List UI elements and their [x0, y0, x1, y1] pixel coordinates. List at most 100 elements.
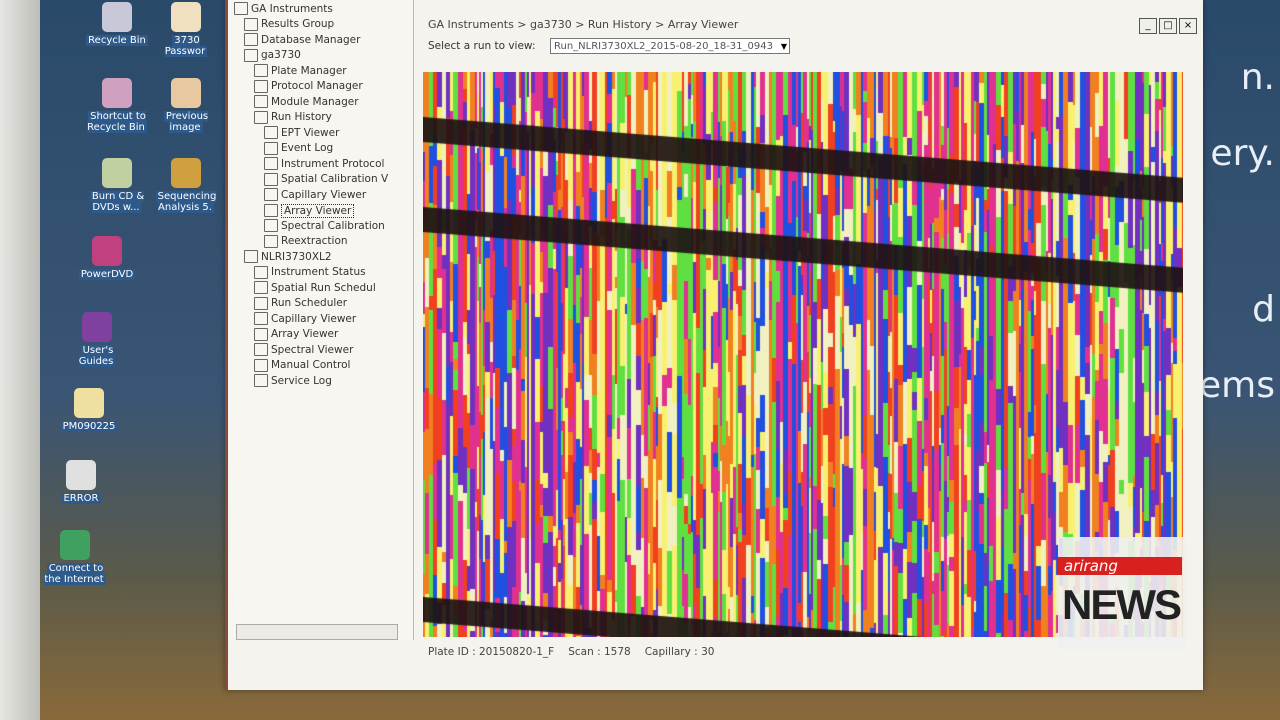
desktop-icon-image	[171, 158, 201, 188]
desktop-icon-label: Recycle Bin	[86, 35, 148, 46]
tree-item-label: Module Manager	[271, 95, 359, 108]
desktop-icon-image	[92, 236, 122, 266]
close-button[interactable]: ×	[1179, 18, 1197, 34]
chevron-down-icon: ▼	[780, 42, 787, 51]
wallpaper-text-3: d	[1252, 289, 1275, 330]
tree-node-icon	[254, 296, 268, 310]
tree-item[interactable]: Module Manager	[254, 95, 359, 108]
run-select-value: Run_NLRI3730XL2_2015-08-20_18-31_0943	[554, 41, 773, 52]
wallpaper-text: n. ery. d ems	[1199, 60, 1275, 444]
maximize-button[interactable]: □	[1159, 18, 1177, 34]
scan-label: Scan :	[568, 646, 601, 658]
tree-item[interactable]: Spatial Run Schedul	[254, 281, 376, 294]
tree-item[interactable]: NLRI3730XL2	[244, 250, 332, 263]
tree-item-label: Results Group	[261, 18, 335, 30]
desktop-icon[interactable]: PM090225	[58, 388, 120, 432]
desktop-icon-image	[82, 312, 112, 342]
desktop-icon-image	[66, 460, 96, 490]
arirang-news-logo: arirang NEWS	[1058, 537, 1186, 649]
tree-item[interactable]: Run Scheduler	[254, 296, 348, 310]
tree-item[interactable]: Results Group	[244, 17, 335, 31]
tree-node-icon	[264, 157, 278, 170]
tree-node-icon	[244, 33, 258, 46]
tree-item[interactable]: Array Viewer	[254, 327, 338, 341]
desktop-icon[interactable]: User's Guides	[66, 312, 128, 367]
minimize-button[interactable]: _	[1139, 18, 1157, 34]
tree-item[interactable]: Instrument Protocol	[264, 157, 384, 170]
tree-node-icon	[264, 188, 278, 201]
tree-node-icon	[254, 79, 268, 93]
tree-item[interactable]: Reextraction	[264, 234, 348, 248]
tree-item-label: Event Log	[281, 142, 334, 154]
tree-item-label: Run Scheduler	[271, 297, 348, 309]
desktop-icon-image	[102, 158, 132, 188]
desktop-icon[interactable]: 3730 Passwor	[155, 2, 217, 57]
desktop-icon[interactable]: Burn CD & DVDs w...	[86, 158, 148, 213]
capillary-label: Capillary :	[644, 646, 698, 658]
tree-item[interactable]: Plate Manager	[254, 64, 347, 77]
tree-item-label: Run History	[271, 111, 332, 123]
tree-item[interactable]: Database Manager	[244, 33, 360, 46]
wallpaper-text-4: ems	[1199, 365, 1275, 406]
tree-item-label: EPT Viewer	[281, 126, 340, 139]
tree-item[interactable]: Capillary Viewer	[264, 188, 366, 201]
tree-item-label: Spectral Viewer	[271, 343, 354, 356]
tree-item[interactable]: Run History	[254, 110, 332, 124]
run-select-label: Select a run to view:	[428, 40, 536, 52]
tree-item[interactable]: Array Viewer	[264, 203, 355, 218]
tree-node-icon	[264, 172, 278, 186]
tree-item[interactable]: Protocol Manager	[254, 79, 363, 93]
tree-item[interactable]: EPT Viewer	[264, 126, 339, 139]
tree-horizontal-scrollbar[interactable]	[236, 624, 398, 640]
tree-item[interactable]: Capillary Viewer	[254, 312, 356, 325]
desktop-icon[interactable]: Recycle Bin	[86, 2, 148, 46]
tree-item[interactable]: Instrument Status	[254, 265, 366, 279]
tree-item-label: Spatial Calibration V	[281, 173, 389, 185]
desktop-icon-image	[74, 388, 104, 418]
tree-item[interactable]: Manual Control	[254, 358, 351, 372]
desktop-icon-label: Shortcut to Recycle Bin	[87, 111, 147, 133]
tree-node-icon	[254, 327, 268, 341]
tree-node-icon	[264, 141, 278, 155]
capillary-array-image[interactable]	[423, 72, 1183, 637]
desktop-icon[interactable]: Connect to the Internet	[44, 530, 106, 585]
tree-item-label: Capillary Viewer	[271, 312, 357, 325]
tree-node-icon	[254, 281, 268, 294]
tree-item[interactable]: Event Log	[264, 141, 334, 155]
tree-node-icon	[244, 17, 258, 31]
tree-item-label: Service Log	[271, 374, 332, 387]
desktop-icon[interactable]: PowerDVD	[76, 236, 138, 280]
plate-id-value: 20150820-1_F	[479, 646, 555, 658]
monitor-bezel	[0, 0, 40, 720]
tree-item[interactable]: Spatial Calibration V	[264, 172, 389, 186]
tree-item-label: Database Manager	[261, 33, 361, 46]
status-bar: Plate ID : 20150820-1_F Scan : 1578 Capi…	[428, 646, 714, 658]
desktop-icon[interactable]: Previous image	[155, 78, 217, 133]
tree-item[interactable]: Spectral Calibration	[264, 219, 385, 232]
desktop-icon[interactable]: Shortcut to Recycle Bin	[86, 78, 148, 133]
tree-item[interactable]: ga3730	[244, 48, 301, 62]
tree-node-icon	[244, 48, 258, 62]
tree-item[interactable]: Service Log	[254, 374, 332, 387]
plate-id-label: Plate ID :	[428, 646, 476, 658]
array-viewer-window: GA Instruments Results Group Database Mana…	[225, 0, 1203, 690]
desktop-icon-image	[102, 78, 132, 108]
tree-node-icon	[254, 64, 268, 77]
tree-item[interactable]: Spectral Viewer	[254, 343, 353, 356]
tree-item-label: Instrument Protocol	[281, 157, 385, 170]
tree-node-icon	[254, 110, 268, 124]
tree-item-label: Capillary Viewer	[281, 188, 367, 201]
desktop-icon[interactable]: Sequencing Analysis 5.	[155, 158, 217, 213]
tree-item-label: Reextraction	[281, 235, 348, 247]
run-select-dropdown[interactable]: Run_NLRI3730XL2_2015-08-20_18-31_0943 ▼	[550, 38, 790, 54]
desktop-icon-label: ERROR	[61, 493, 101, 504]
tree-node-icon	[254, 312, 268, 325]
tree-node-icon	[264, 234, 278, 248]
tree-node-icon	[234, 2, 248, 15]
desktop-icon-label: Previous image	[163, 111, 209, 133]
desktop-icon[interactable]: ERROR	[50, 460, 112, 504]
tree-item-label: Spectral Calibration	[281, 219, 385, 232]
tree-item[interactable]: GA Instruments	[234, 2, 333, 15]
tree-item-label: Manual Control	[271, 359, 351, 371]
tree-item-label: Array Viewer	[281, 203, 355, 218]
